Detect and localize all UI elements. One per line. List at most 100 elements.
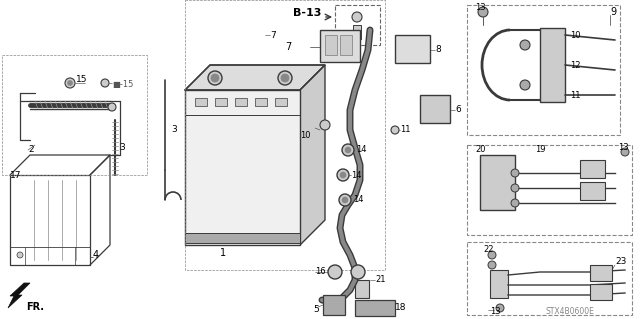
Circle shape bbox=[352, 12, 362, 22]
Bar bbox=[215, 98, 227, 106]
Circle shape bbox=[281, 74, 289, 82]
Circle shape bbox=[342, 144, 354, 156]
Bar bbox=[275, 98, 287, 106]
Bar bbox=[467, 145, 632, 235]
Circle shape bbox=[108, 103, 116, 111]
Text: B-13: B-13 bbox=[293, 8, 321, 18]
Circle shape bbox=[478, 7, 488, 17]
Text: 9: 9 bbox=[610, 7, 616, 17]
Bar bbox=[185, 0, 385, 270]
Bar bbox=[580, 160, 605, 178]
Text: STX4B0600E: STX4B0600E bbox=[545, 308, 594, 316]
Text: 13: 13 bbox=[490, 308, 500, 316]
Text: 11: 11 bbox=[570, 91, 580, 100]
Bar bbox=[355, 300, 395, 316]
Text: 22: 22 bbox=[483, 246, 493, 255]
Text: 12: 12 bbox=[570, 61, 580, 70]
Text: ■-15: ■-15 bbox=[112, 80, 133, 90]
Text: 17: 17 bbox=[10, 170, 22, 180]
Circle shape bbox=[511, 184, 519, 192]
Bar bbox=[235, 98, 247, 106]
Text: 14: 14 bbox=[353, 196, 364, 204]
Circle shape bbox=[339, 194, 351, 206]
Bar bbox=[590, 265, 612, 281]
Bar bbox=[255, 98, 267, 106]
Text: 14: 14 bbox=[351, 170, 362, 180]
Circle shape bbox=[496, 304, 504, 312]
Text: 6: 6 bbox=[455, 106, 461, 115]
Circle shape bbox=[332, 269, 338, 275]
Text: 11: 11 bbox=[400, 125, 410, 135]
Bar bbox=[490, 270, 508, 298]
Circle shape bbox=[520, 80, 530, 90]
Circle shape bbox=[520, 40, 530, 50]
Text: 16: 16 bbox=[315, 268, 326, 277]
Text: 14: 14 bbox=[356, 145, 367, 154]
Text: 20: 20 bbox=[475, 145, 486, 154]
Circle shape bbox=[511, 199, 519, 207]
Text: 3: 3 bbox=[171, 125, 177, 135]
Polygon shape bbox=[300, 65, 325, 245]
Text: 10: 10 bbox=[570, 31, 580, 40]
Text: 10: 10 bbox=[300, 130, 310, 139]
Text: 19: 19 bbox=[535, 145, 545, 154]
Circle shape bbox=[337, 169, 349, 181]
Bar bbox=[320, 30, 360, 62]
Text: 2: 2 bbox=[28, 145, 34, 154]
Text: 7: 7 bbox=[285, 42, 291, 52]
Bar bbox=[335, 5, 380, 45]
Bar bbox=[398, 40, 410, 58]
Bar bbox=[323, 295, 345, 315]
Circle shape bbox=[65, 78, 75, 88]
Circle shape bbox=[488, 251, 496, 259]
Circle shape bbox=[391, 126, 399, 134]
Bar bbox=[355, 280, 369, 298]
Bar bbox=[467, 242, 632, 315]
Circle shape bbox=[488, 261, 496, 269]
Circle shape bbox=[67, 80, 72, 85]
Text: 23: 23 bbox=[615, 257, 627, 266]
Circle shape bbox=[340, 172, 346, 178]
Circle shape bbox=[17, 252, 23, 258]
Circle shape bbox=[320, 120, 330, 130]
Bar bbox=[590, 284, 612, 300]
Polygon shape bbox=[185, 90, 300, 245]
Circle shape bbox=[211, 74, 219, 82]
Bar bbox=[580, 182, 605, 200]
Circle shape bbox=[342, 197, 348, 203]
Circle shape bbox=[208, 71, 222, 85]
Bar bbox=[420, 95, 450, 123]
Polygon shape bbox=[8, 283, 30, 308]
Text: 13: 13 bbox=[475, 4, 486, 12]
Circle shape bbox=[328, 265, 342, 279]
Text: 1: 1 bbox=[220, 248, 226, 258]
Bar bbox=[375, 302, 387, 312]
Bar bbox=[195, 98, 207, 106]
Text: 5: 5 bbox=[313, 306, 319, 315]
Text: 4: 4 bbox=[93, 250, 99, 260]
Bar bbox=[540, 28, 565, 102]
Bar bbox=[353, 25, 361, 39]
Bar bbox=[360, 302, 372, 312]
Circle shape bbox=[345, 147, 351, 153]
Bar bbox=[326, 298, 334, 312]
Text: 18: 18 bbox=[395, 302, 406, 311]
Text: 3: 3 bbox=[119, 144, 125, 152]
Bar bbox=[325, 35, 337, 55]
Circle shape bbox=[351, 265, 365, 279]
Bar bbox=[2, 55, 147, 175]
Circle shape bbox=[621, 148, 629, 156]
Bar bbox=[185, 233, 300, 243]
Text: 15: 15 bbox=[76, 76, 88, 85]
Bar bbox=[395, 35, 430, 63]
Text: 13: 13 bbox=[618, 144, 628, 152]
Polygon shape bbox=[185, 65, 325, 90]
Circle shape bbox=[278, 71, 292, 85]
Text: 8: 8 bbox=[435, 46, 441, 55]
Circle shape bbox=[101, 79, 109, 87]
Circle shape bbox=[511, 169, 519, 177]
Bar bbox=[480, 155, 515, 210]
Text: FR.: FR. bbox=[26, 302, 44, 312]
Bar bbox=[340, 35, 352, 55]
Text: 21: 21 bbox=[375, 276, 385, 285]
